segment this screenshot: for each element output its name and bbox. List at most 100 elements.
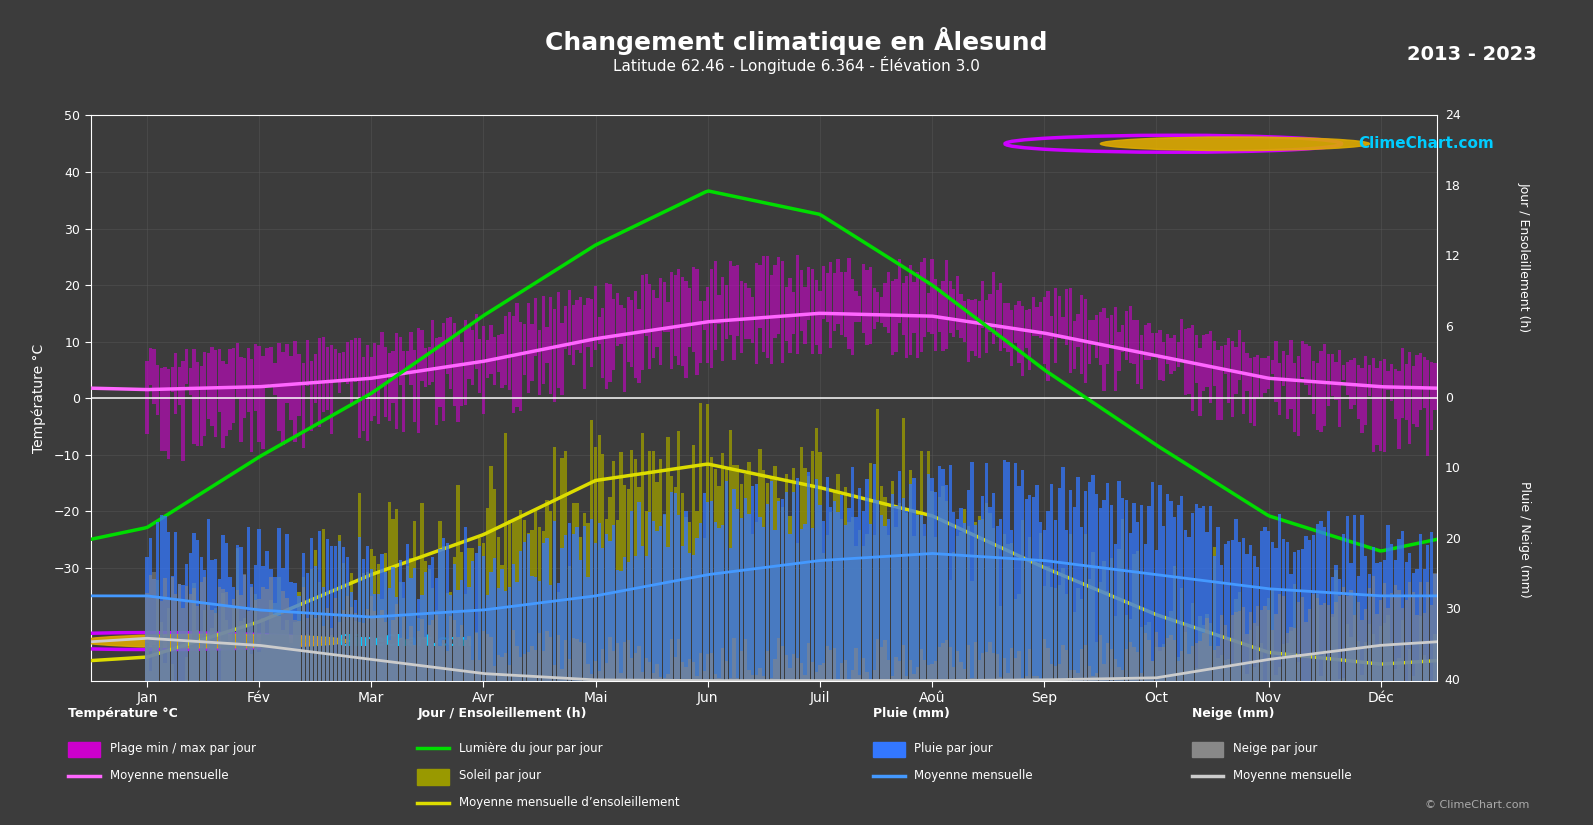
Bar [1349, 637, 1352, 681]
Bar [1069, 535, 1072, 681]
Bar [844, 488, 847, 681]
Bar [1352, 358, 1356, 405]
Bar [1184, 625, 1187, 681]
Bar [865, 672, 868, 681]
Bar [282, 352, 285, 446]
Bar [1271, 360, 1274, 375]
Bar [725, 661, 728, 681]
Bar [1238, 592, 1241, 681]
Bar [213, 613, 217, 681]
Bar [750, 675, 753, 681]
Circle shape [80, 634, 349, 648]
Bar [777, 257, 781, 334]
Bar [1231, 540, 1235, 681]
Bar [1305, 536, 1308, 681]
Text: 6: 6 [1445, 321, 1453, 334]
Bar [417, 618, 421, 681]
Bar [446, 651, 449, 681]
Bar [1147, 640, 1150, 681]
Bar [964, 523, 967, 681]
Bar [228, 577, 231, 681]
Bar [1077, 478, 1080, 681]
Bar [196, 606, 199, 681]
Bar [338, 353, 341, 393]
Bar [258, 599, 261, 681]
Bar [688, 288, 691, 347]
Bar [597, 317, 601, 344]
Bar [612, 299, 615, 370]
Bar [164, 578, 167, 681]
Bar [1360, 620, 1364, 681]
Bar [357, 622, 362, 681]
Bar [530, 324, 534, 380]
Bar [1172, 640, 1176, 681]
Bar [1397, 590, 1400, 681]
Bar [984, 652, 988, 681]
Bar [652, 451, 655, 681]
Bar [1445, 671, 1448, 681]
Bar [722, 453, 725, 681]
Bar [1161, 644, 1166, 681]
Bar [213, 608, 217, 681]
Bar [1133, 648, 1136, 681]
Text: Moyenne mensuelle: Moyenne mensuelle [110, 769, 228, 782]
Bar [421, 595, 424, 681]
Bar [645, 658, 648, 681]
Bar [578, 642, 583, 681]
Bar [1180, 496, 1184, 681]
Bar [1437, 598, 1440, 681]
Bar [309, 538, 312, 681]
Bar [1212, 341, 1215, 386]
Bar [567, 524, 570, 681]
Bar [432, 320, 435, 382]
Bar [441, 323, 444, 422]
Bar [1110, 559, 1114, 681]
Bar [601, 454, 604, 681]
Bar [1083, 299, 1086, 383]
Bar [505, 653, 508, 681]
Bar [747, 289, 750, 339]
Bar [556, 592, 559, 681]
Bar [497, 335, 500, 372]
Bar [413, 645, 416, 681]
Bar [825, 273, 828, 322]
Bar [1260, 610, 1263, 681]
Bar [199, 582, 202, 681]
Bar [1394, 585, 1397, 681]
Bar [1106, 644, 1109, 681]
Bar [167, 369, 170, 459]
Bar [174, 532, 177, 681]
Bar [357, 537, 362, 681]
Bar [836, 474, 840, 681]
Bar [317, 613, 320, 681]
Bar [680, 277, 683, 365]
Bar [1266, 610, 1270, 681]
Bar [472, 660, 475, 681]
Bar [266, 347, 269, 385]
Bar [1161, 342, 1166, 381]
Bar [967, 299, 970, 362]
Bar [873, 671, 876, 681]
Bar [631, 450, 634, 681]
Bar [739, 484, 742, 681]
Bar [290, 611, 293, 681]
Bar [1426, 361, 1429, 455]
Bar [174, 353, 177, 414]
Bar [984, 463, 988, 681]
Bar [945, 501, 948, 681]
Text: Lumière du jour par jour: Lumière du jour par jour [459, 742, 602, 755]
Bar [620, 571, 623, 681]
Bar [421, 330, 424, 381]
Bar [1400, 531, 1403, 681]
Bar [1177, 342, 1180, 366]
Bar [247, 527, 250, 681]
Bar [1375, 614, 1378, 681]
Bar [1099, 312, 1102, 365]
Bar [1477, 367, 1480, 411]
Bar [1021, 306, 1024, 375]
Bar [417, 328, 421, 433]
Bar [441, 546, 444, 681]
Bar [1088, 666, 1091, 681]
Bar [196, 362, 199, 446]
Bar [1445, 348, 1448, 408]
